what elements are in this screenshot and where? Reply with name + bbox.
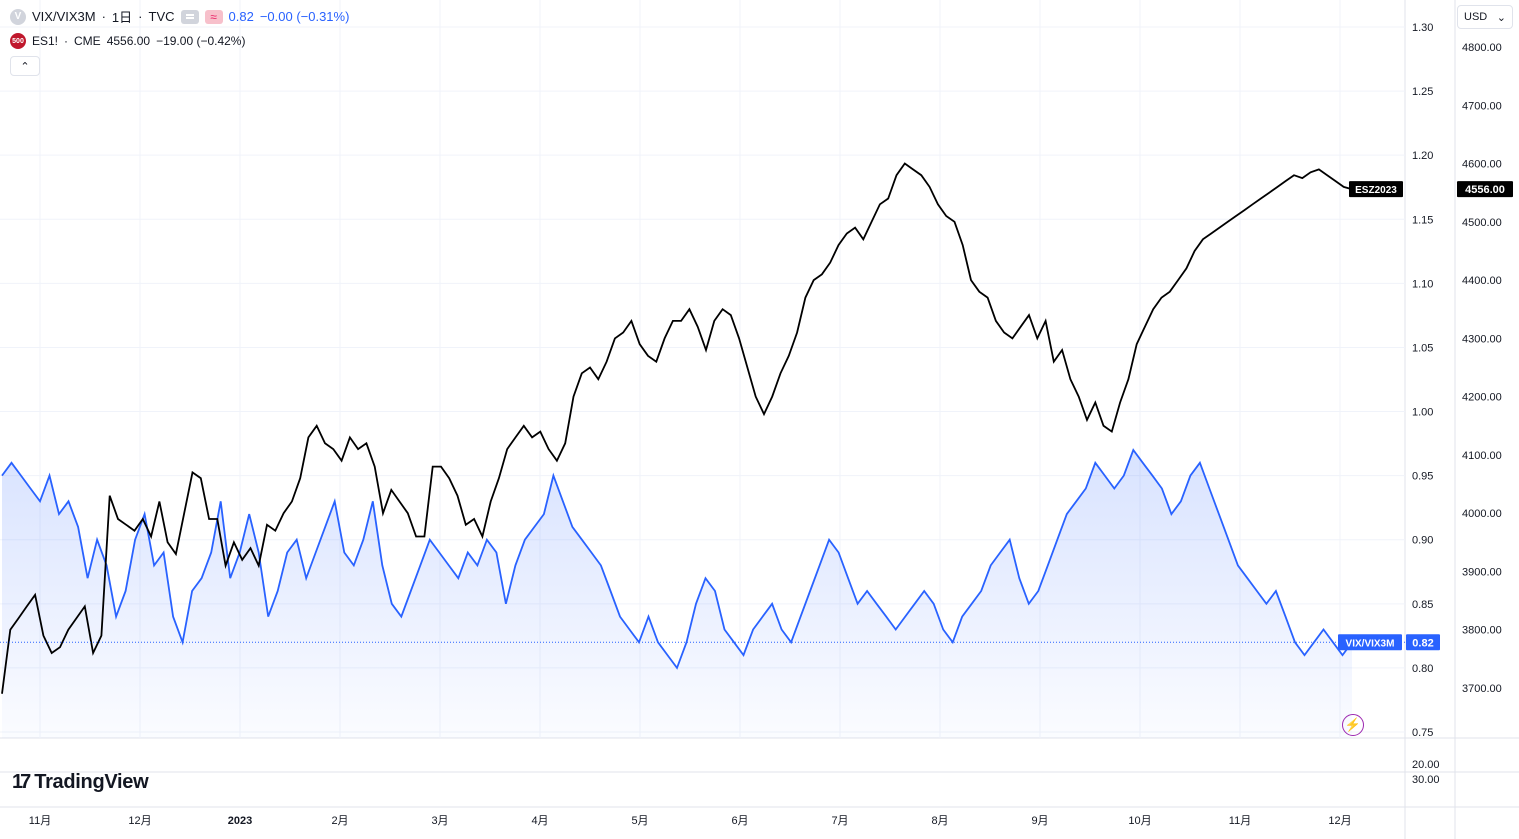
right-axis-tick-label: 4700.00 <box>1462 100 1502 112</box>
time-axis-label: 5月 <box>631 815 648 827</box>
right-axis-tick-label: 3700.00 <box>1462 683 1502 695</box>
main-change: −0.00 (−0.31%) <box>259 9 350 24</box>
legend-separator: · <box>138 9 143 24</box>
right-axis-tick-label: 4100.00 <box>1462 450 1502 462</box>
vix-ratio-line <box>1 448 1353 670</box>
time-axis-label: 11月 <box>29 815 51 827</box>
vix-series-name-label-bg <box>1338 634 1402 651</box>
vix-ratio-area <box>2 450 1352 738</box>
compare-source: CME <box>74 34 101 48</box>
time-axis-label: 12月 <box>1328 815 1351 827</box>
time-axis-label: 2023 <box>228 815 252 827</box>
time-axis-label: 10月 <box>1128 815 1151 827</box>
time-axis-label: 4月 <box>531 815 548 827</box>
left-axis-tick-label: 0.85 <box>1412 599 1433 611</box>
tradingview-logo[interactable]: 17 TradingView <box>12 771 149 794</box>
time-axis-label: 11月 <box>1229 815 1251 827</box>
left-axis-tick-label: 1.00 <box>1412 407 1433 419</box>
left-axis-tick-label: 1.05 <box>1412 342 1433 354</box>
main-symbol[interactable]: VIX/VIX3M <box>32 9 96 24</box>
right-axis-tick-label: 4200.00 <box>1462 392 1502 404</box>
vix-last-price-label-bg <box>1406 634 1440 651</box>
es-symbol-badge-icon: 500 <box>10 33 26 49</box>
left-axis-tick-label: 1.25 <box>1412 86 1433 98</box>
lower-pane-tick-label: 30.00 <box>1412 774 1440 786</box>
left-axis-tick-label: 0.75 <box>1412 727 1433 739</box>
lower-pane-tick-label: 20.00 <box>1412 759 1440 771</box>
wave-pill-icon[interactable]: ≈ <box>204 9 223 24</box>
main-last-value: 0.82 <box>228 9 254 24</box>
legend-separator: · <box>64 34 69 48</box>
time-axis-label: 8月 <box>931 815 948 827</box>
left-axis-tick-label: 1.30 <box>1412 22 1433 34</box>
main-series-legend: V VIX/VIX3M · 1日 · TVC ≈ 0.82 −0.00 (−0.… <box>10 7 349 26</box>
right-axis-tick-label: 4400.00 <box>1462 275 1502 287</box>
right-axis-tick-label: 4300.00 <box>1462 333 1502 345</box>
es-series-name-label: ESZ2023 <box>1355 185 1397 196</box>
chevron-up-icon: ⌃ <box>20 60 30 73</box>
right-axis-tick-label: 4600.00 <box>1462 159 1502 171</box>
es-last-price-label-bg <box>1457 181 1513 198</box>
right-axis-tick-label: 4000.00 <box>1462 508 1502 520</box>
right-axis-tick-label: 3800.00 <box>1462 625 1502 637</box>
time-axis-label: 3月 <box>431 815 448 827</box>
main-interval: 1日 <box>111 10 133 25</box>
vix-series-name-label: VIX/VIX3M <box>1346 638 1395 649</box>
left-axis-tick-label: 1.10 <box>1412 278 1433 290</box>
left-axis-tick-label: 1.15 <box>1412 214 1433 226</box>
collapse-legend-button[interactable]: ⌃ <box>10 56 40 76</box>
right-axis-tick-label: 4500.00 <box>1462 217 1502 229</box>
chevron-down-icon: ⌄ <box>1496 11 1506 24</box>
compare-last-value: 4556.00 <box>106 34 151 48</box>
time-axis-label: 7月 <box>831 815 848 827</box>
time-axis-label: 12月 <box>128 815 151 827</box>
right-axis-tick-label: 3900.00 <box>1462 566 1502 578</box>
compare-change: −19.00 (−0.42%) <box>156 34 246 48</box>
equals-pill-icon[interactable] <box>180 9 199 24</box>
time-axis-label: 2月 <box>331 815 348 827</box>
es-futures-line <box>1 162 1353 694</box>
currency-button[interactable]: USD ⌄ <box>1457 5 1513 29</box>
left-axis-tick-label: 0.95 <box>1412 471 1433 483</box>
left-axis-tick-label: 0.80 <box>1412 663 1433 675</box>
compare-symbol[interactable]: ES1! <box>32 34 59 48</box>
es-series-name-label-bg <box>1349 181 1403 198</box>
time-axis-label: 6月 <box>731 815 748 827</box>
legend-separator: · <box>101 9 106 24</box>
es-last-price-label: 4556.00 <box>1465 184 1505 196</box>
vix-last-price-label: 0.82 <box>1412 637 1433 649</box>
vix-symbol-badge-icon: V <box>10 8 26 25</box>
time-axis-label: 9月 <box>1031 815 1048 827</box>
compare-series-legend: 500 ES1! · CME 4556.00 −19.00 (−0.42%) <box>10 33 245 49</box>
tradingview-wordmark: TradingView <box>34 771 149 793</box>
left-axis-tick-label: 1.20 <box>1412 150 1433 162</box>
left-axis-tick-label: 0.90 <box>1412 535 1433 547</box>
right-axis-tick-label: 4800.00 <box>1462 42 1502 54</box>
currency-label: USD <box>1464 11 1488 23</box>
main-source: TVC <box>148 9 175 24</box>
lightning-bolt-icon[interactable]: ⚡ <box>1342 714 1364 736</box>
tradingview-logo-icon: 17 <box>12 771 31 793</box>
